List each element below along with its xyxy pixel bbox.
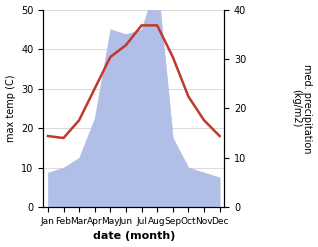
X-axis label: date (month): date (month) <box>93 231 175 242</box>
Y-axis label: med. precipitation
(kg/m2): med. precipitation (kg/m2) <box>291 64 313 153</box>
Y-axis label: max temp (C): max temp (C) <box>5 75 16 142</box>
